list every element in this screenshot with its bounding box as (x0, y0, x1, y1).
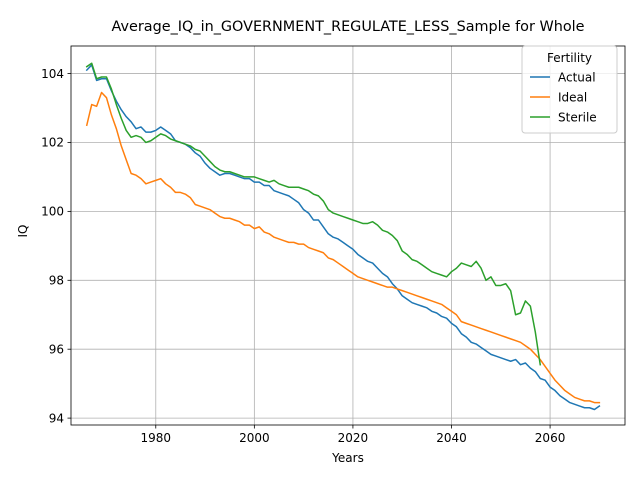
legend-label-sterile: Sterile (558, 110, 597, 124)
legend: Fertility Actual Ideal Sterile (521, 45, 618, 134)
y-tick-label: 100 (41, 205, 64, 219)
y-tick-label: 98 (49, 273, 64, 287)
legend-label-actual: Actual (558, 70, 596, 84)
y-axis: 94 96 98 100 102 104 (41, 67, 71, 425)
legend-title: Fertility (547, 51, 592, 65)
x-tick-label: 2020 (338, 431, 369, 445)
legend-label-ideal: Ideal (558, 90, 587, 104)
series-line-ideal (85, 91, 601, 404)
x-tick-label: 2060 (535, 431, 566, 445)
x-tick-label: 2040 (436, 431, 467, 445)
y-tick-label: 94 (49, 411, 64, 425)
plot-frame (70, 45, 626, 426)
x-axis: 1980 2000 2020 2040 2060 (141, 425, 566, 445)
series-line-sterile (85, 62, 542, 366)
legend-box (521, 45, 618, 134)
x-tick-label: 1980 (141, 431, 172, 445)
series-line-actual (85, 64, 601, 411)
x-axis-label: Years (331, 451, 364, 465)
chart-title: Average_IQ_in_GOVERNMENT_REGULATE_LESS_S… (112, 19, 585, 35)
y-axis-label: IQ (16, 225, 30, 238)
y-tick-label: 104 (41, 67, 64, 81)
y-tick-label: 96 (49, 342, 64, 356)
series-lines (85, 62, 601, 411)
x-tick-label: 2000 (239, 431, 270, 445)
y-tick-label: 102 (41, 136, 64, 150)
